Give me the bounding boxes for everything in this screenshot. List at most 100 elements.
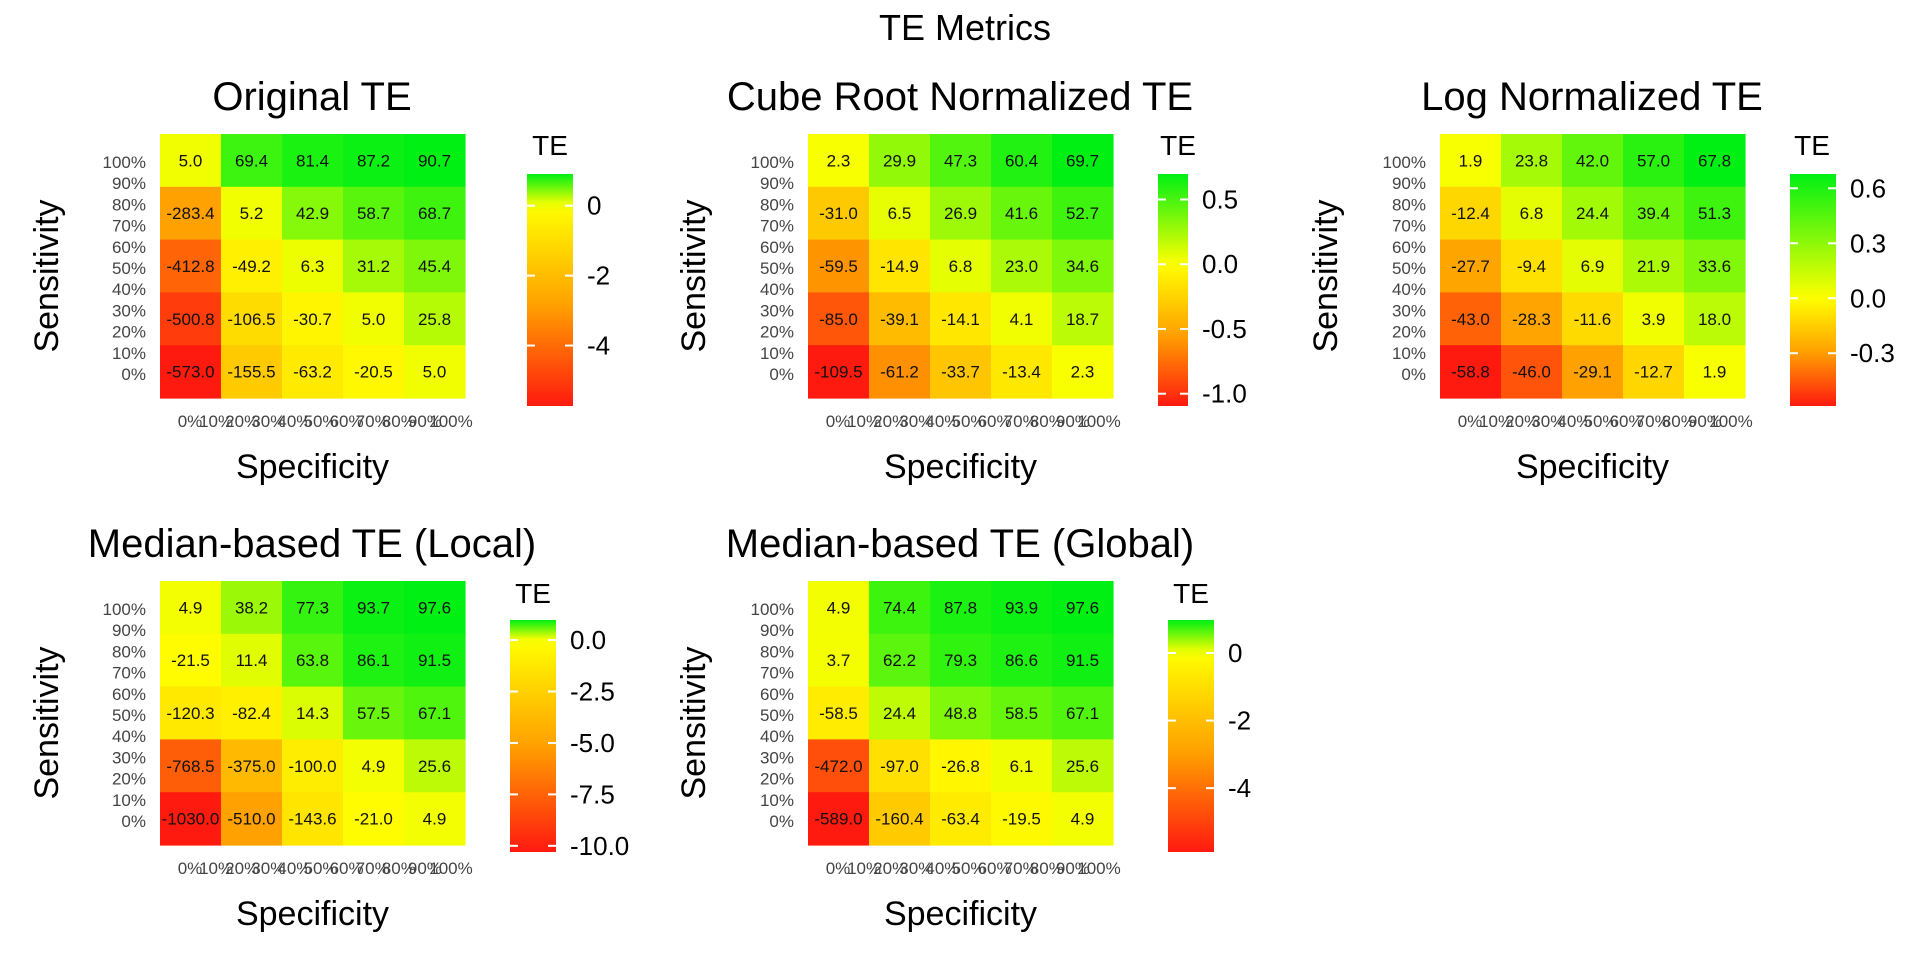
legend-colorbar	[1158, 174, 1188, 406]
x-axis-label: Specificity	[884, 448, 1037, 486]
legend-colorbar	[1168, 620, 1214, 852]
heatmap-cell	[160, 134, 222, 188]
legend-tick-label: -2	[587, 261, 610, 291]
panel-title: Median-based TE (Global)	[726, 522, 1194, 566]
heatmap-cell	[808, 739, 870, 793]
heatmap-cell	[160, 292, 222, 346]
panel-title: Log Normalized TE	[1421, 75, 1763, 119]
legend-tick-label: -2.5	[570, 677, 615, 707]
x-tick-label: 50%	[303, 859, 337, 878]
cell-value-label: -46.0	[1512, 363, 1551, 382]
y-tick-label: 20%	[1392, 323, 1426, 342]
heatmap-cell	[808, 292, 870, 346]
cell-value-label: 6.8	[1520, 204, 1544, 223]
cell-value-label: 23.0	[1005, 257, 1038, 276]
y-axis-label: Sensitivity	[28, 646, 66, 799]
heatmap-cell	[282, 345, 344, 399]
legend-colorbar	[1790, 174, 1836, 406]
cell-value-label: 68.7	[418, 204, 451, 223]
x-tick-label: 80%	[1030, 412, 1064, 431]
heatmap-cell	[343, 345, 405, 399]
heatmap-cell	[221, 581, 283, 635]
y-tick-label: 90%	[1392, 174, 1426, 193]
y-tick-label: 40%	[760, 727, 794, 746]
heatmap-cell	[1684, 292, 1746, 346]
cell-value-label: -573.0	[166, 363, 214, 382]
heatmap-cell	[1684, 134, 1746, 188]
heatmap-cell	[343, 686, 405, 740]
y-tick-label: 30%	[112, 301, 146, 320]
cell-value-label: -28.3	[1512, 310, 1551, 329]
legend-tick-label: 0.0	[570, 625, 606, 655]
y-tick-label: 0%	[121, 812, 146, 831]
x-tick-label: 60%	[330, 859, 364, 878]
x-tick-label: 20%	[225, 859, 259, 878]
y-tick-label: 40%	[112, 727, 146, 746]
cell-value-label: 23.8	[1515, 151, 1548, 170]
heatmap-cell	[343, 633, 405, 688]
heatmap-cell	[282, 792, 344, 846]
legend-title: TE	[515, 578, 551, 609]
cell-value-label: -63.4	[941, 810, 980, 829]
heatmap-cell	[930, 686, 992, 740]
heatmap-cell	[869, 186, 931, 241]
y-tick-label: 60%	[1392, 238, 1426, 257]
cell-value-label: 14.3	[296, 704, 329, 723]
x-tick-label: 70%	[1636, 412, 1670, 431]
cell-value-label: 18.7	[1066, 310, 1099, 329]
heatmap-cell	[1623, 186, 1685, 241]
cell-value-label: -39.1	[880, 310, 919, 329]
panel-title: Original TE	[212, 75, 411, 119]
heatmap-cell	[160, 633, 222, 688]
heatmap-cell	[221, 134, 283, 188]
cell-value-label: -11.6	[1574, 310, 1612, 329]
y-tick-label: 70%	[112, 664, 146, 683]
y-tick-label: 100%	[103, 153, 146, 172]
heatmap-cell	[221, 633, 283, 688]
heatmap-cell	[930, 581, 992, 635]
heatmap-cell	[343, 134, 405, 188]
heatmap-cell	[1562, 134, 1624, 188]
cell-value-label: 4.9	[362, 757, 386, 776]
cell-value-label: 87.8	[944, 598, 977, 617]
cell-value-label: 86.6	[1005, 651, 1038, 670]
x-tick-label: 20%	[225, 412, 259, 431]
cell-value-label: -49.2	[232, 257, 271, 276]
cell-value-label: 47.3	[944, 151, 977, 170]
y-tick-label: 20%	[760, 323, 794, 342]
heatmap-cell	[930, 792, 992, 846]
cell-value-label: 62.2	[883, 651, 916, 670]
y-axis-label: Sensitivity	[675, 646, 713, 799]
heatmap-cell	[991, 292, 1053, 346]
heatmap-cell	[1052, 792, 1114, 846]
x-tick-label: 70%	[1004, 412, 1038, 431]
panel-title: Median-based TE (Local)	[88, 522, 536, 566]
heatmap-cell	[930, 239, 992, 293]
heatmap-cell	[282, 292, 344, 346]
x-tick-label: 60%	[978, 412, 1012, 431]
x-tick-label: 80%	[1030, 859, 1064, 878]
y-tick-label: 0%	[1401, 365, 1426, 384]
cell-value-label: -589.0	[814, 810, 862, 829]
x-tick-label: 0%	[826, 859, 851, 878]
cell-value-label: -14.1	[941, 310, 980, 329]
heatmap-cell	[991, 792, 1053, 846]
cell-value-label: -85.0	[819, 310, 858, 329]
x-tick-label: 50%	[951, 412, 985, 431]
x-tick-label: 100%	[1709, 412, 1752, 431]
cell-value-label: 4.1	[1010, 310, 1034, 329]
legend-title: TE	[532, 130, 568, 161]
cell-value-label: -13.4	[1002, 363, 1041, 382]
cell-value-label: 6.3	[301, 257, 325, 276]
cell-value-label: -43.0	[1451, 310, 1490, 329]
heatmap-cell	[343, 581, 405, 635]
cell-value-label: -375.0	[227, 757, 275, 776]
heatmap-cell	[221, 239, 283, 293]
cell-value-label: 2.3	[827, 151, 851, 170]
cell-value-label: 25.6	[1066, 757, 1099, 776]
heatmap-cell	[221, 186, 283, 241]
cell-value-label: -510.0	[227, 810, 275, 829]
x-tick-label: 40%	[277, 412, 311, 431]
heatmap-cell	[1440, 292, 1502, 346]
